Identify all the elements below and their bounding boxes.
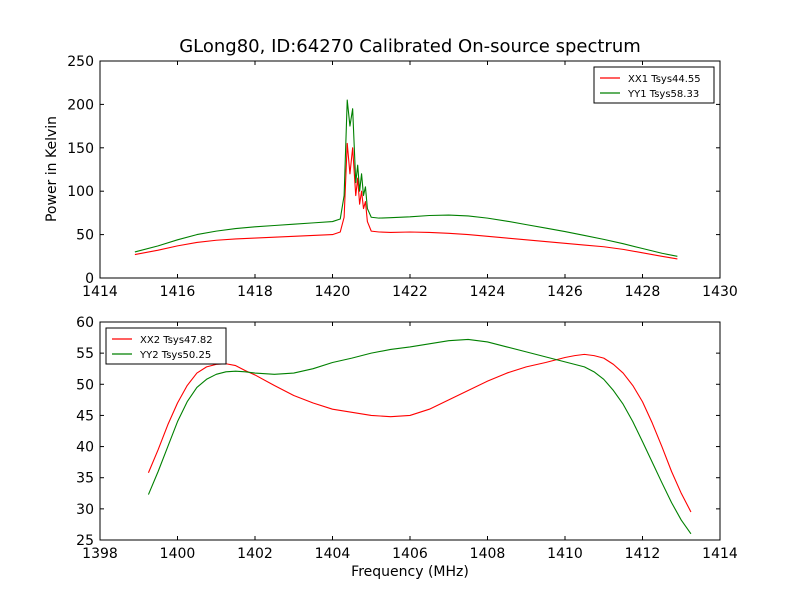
x-tick-label: 1416 <box>160 284 196 300</box>
x-tick-label: 1412 <box>625 546 661 562</box>
y-tick-label: 0 <box>85 271 94 287</box>
x-tick-label: 1408 <box>470 546 506 562</box>
y-tick-label: 150 <box>67 141 94 157</box>
x-tick-label: 1414 <box>702 546 738 562</box>
legend: XX2 Tsys47.82 YY2 Tsys50.25 <box>105 327 227 365</box>
top-panel: 1414 1416 1418 1420 1422 1424 1426 1428 1430 0 50 1… <box>67 54 738 300</box>
legend-box <box>105 327 227 365</box>
x-tick-label: 1422 <box>392 284 428 300</box>
y-tick-label: 30 <box>76 502 94 518</box>
series-line-yy1 <box>134 99 678 257</box>
legend-entry: YY1 Tsys58.33 <box>627 89 699 100</box>
series-line-xx1 <box>134 142 678 260</box>
legend-box <box>593 66 715 104</box>
series-line-xx2 <box>147 353 692 513</box>
figure-title: GLong80, ID:64270 Calibrated On-source s… <box>179 36 641 57</box>
y-tick-label: 55 <box>76 346 94 362</box>
x-tick-label: 1402 <box>237 546 273 562</box>
legend-entry: YY2 Tsys50.25 <box>139 350 211 361</box>
y-tick-label: 250 <box>67 54 94 70</box>
x-tick-label: 1428 <box>625 284 661 300</box>
y-tick-label: 100 <box>67 184 94 200</box>
y-tick-label: 50 <box>76 228 94 244</box>
x-tick-label: 1400 <box>160 546 196 562</box>
bottom-panel: 1398 1400 1402 1404 1406 1408 1410 1412 1414 25 30… <box>76 315 738 562</box>
x-tick-label: 1410 <box>547 546 583 562</box>
legend: XX1 Tsys44.55 YY1 Tsys58.33 <box>593 66 715 104</box>
x-tick-label: 1426 <box>547 284 583 300</box>
y-tick-label: 40 <box>76 440 94 456</box>
y-tick-label: 50 <box>76 377 94 393</box>
bottom-x-axis-label: Frequency (MHz) <box>351 564 469 580</box>
x-tick-label: 1414 <box>82 284 118 300</box>
y-tick-label: 35 <box>76 471 94 487</box>
x-tick-label: 1420 <box>315 284 351 300</box>
legend-entry: XX2 Tsys47.82 <box>140 335 213 346</box>
series-line-yy2 <box>147 338 692 535</box>
y-tick-label: 60 <box>76 315 94 331</box>
top-y-axis-label: Power in Kelvin <box>44 116 60 222</box>
x-tick-label: 1424 <box>470 284 506 300</box>
y-tick-label: 200 <box>67 97 94 113</box>
y-tick-label: 45 <box>76 408 94 424</box>
x-tick-label: 1404 <box>315 546 351 562</box>
x-tick-label: 1430 <box>702 284 738 300</box>
x-tick-label: 1398 <box>82 546 118 562</box>
legend-entry: XX1 Tsys44.55 <box>628 74 701 85</box>
x-tick-label: 1418 <box>237 284 273 300</box>
y-tick-label: 25 <box>76 533 94 549</box>
x-tick-label: 1406 <box>392 546 428 562</box>
